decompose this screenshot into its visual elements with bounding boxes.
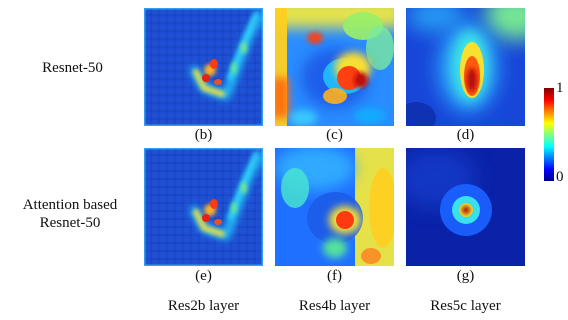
heatmap-c <box>275 8 394 126</box>
row-label-attention: Attention based Resnet-50 <box>4 196 136 232</box>
panel-label-c: (c) <box>326 127 343 143</box>
colorbar-min-label: 0 <box>556 169 564 185</box>
row-label-resnet-line1: Resnet-50 <box>42 60 103 76</box>
colorbar-max-label: 1 <box>556 80 564 96</box>
row-label-resnet: Resnet-50 <box>10 60 135 77</box>
column-label-res5c: Res5c layer <box>430 298 501 314</box>
heatmap-e <box>144 148 263 266</box>
row-label-attention-line1: Attention based <box>22 197 118 213</box>
heatmap-g <box>406 148 525 266</box>
colorbar <box>544 88 554 181</box>
panel-label-g: (g) <box>456 268 475 284</box>
heatmap-d <box>406 8 525 126</box>
panel-label-d: (d) <box>456 127 475 143</box>
row-label-attention-line2: Resnet-50 <box>39 215 101 231</box>
heatmap-b <box>144 8 263 126</box>
panel-label-b: (b) <box>194 127 213 143</box>
column-label-res2b: Res2b layer <box>167 298 240 314</box>
heatmap-f <box>275 148 394 266</box>
panel-label-e: (e) <box>195 268 212 284</box>
panel-label-f: (f) <box>327 268 342 284</box>
column-label-res4b: Res4b layer <box>298 298 371 314</box>
